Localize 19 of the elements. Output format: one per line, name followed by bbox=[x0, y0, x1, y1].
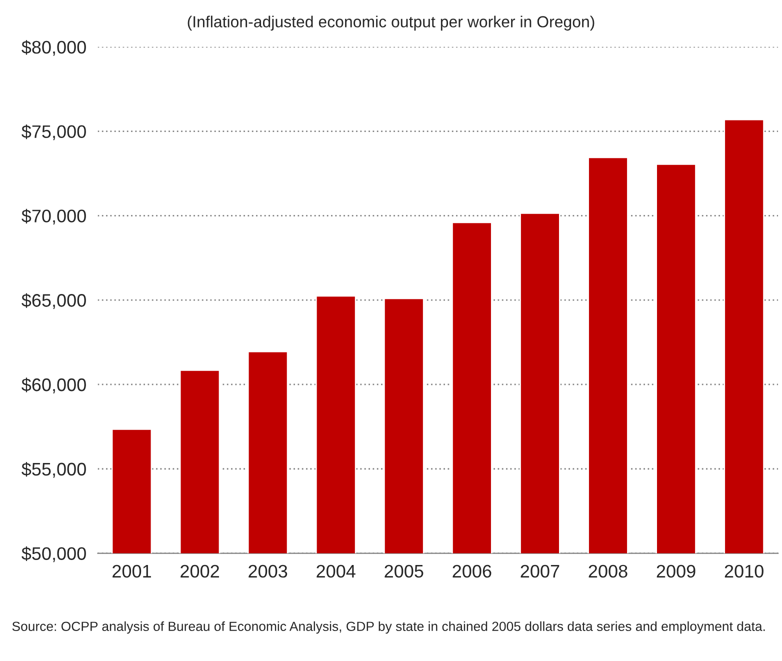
y-tick-label: $65,000 bbox=[22, 293, 86, 309]
y-tick-label: $50,000 bbox=[22, 546, 86, 562]
x-tick-label: 2004 bbox=[316, 564, 356, 578]
x-tick-label: 2008 bbox=[588, 564, 628, 578]
x-tick-label: 2007 bbox=[520, 564, 560, 578]
y-tick-label: $80,000 bbox=[22, 40, 86, 56]
chart-subtitle: (Inflation-adjusted economic output per worker in Oregon) bbox=[188, 16, 594, 31]
x-tick-label: 2001 bbox=[112, 564, 151, 578]
y-tick-label: $55,000 bbox=[22, 462, 86, 478]
source-note: Source: OCPP analysis of Bureau of Economic Analysis, GDP by state in chained 2005 dollars data series and employment data. bbox=[12, 621, 765, 634]
y-tick-label: $60,000 bbox=[22, 378, 86, 394]
y-tick-label: $70,000 bbox=[22, 208, 86, 225]
x-tick-label: 2006 bbox=[452, 564, 492, 578]
x-tick-label: 2009 bbox=[656, 564, 696, 578]
x-tick-label: 2010 bbox=[724, 564, 764, 578]
x-tick-label: 2002 bbox=[180, 564, 219, 578]
y-tick-label: $75,000 bbox=[22, 124, 86, 140]
x-tick-label: 2005 bbox=[384, 564, 424, 578]
x-tick-label: 2003 bbox=[248, 564, 288, 578]
